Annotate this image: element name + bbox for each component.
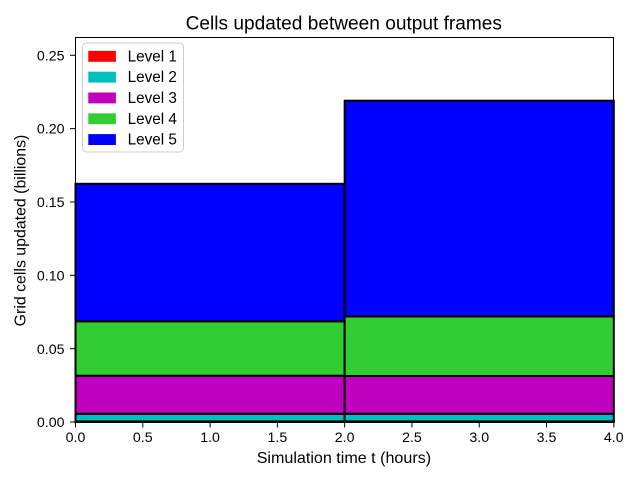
svg-text:Simulation time t (hours): Simulation time t (hours) xyxy=(257,449,431,467)
svg-text:2.0: 2.0 xyxy=(335,430,355,446)
svg-text:0.25: 0.25 xyxy=(37,48,65,64)
svg-text:4.0: 4.0 xyxy=(604,430,624,446)
svg-text:Level 1: Level 1 xyxy=(128,48,177,65)
svg-text:1.0: 1.0 xyxy=(200,430,220,446)
svg-text:Grid cells updated (billions): Grid cells updated (billions) xyxy=(13,135,30,327)
svg-text:2.5: 2.5 xyxy=(402,430,422,446)
svg-text:0.15: 0.15 xyxy=(37,195,65,211)
svg-text:3.0: 3.0 xyxy=(469,430,489,446)
svg-text:3.5: 3.5 xyxy=(537,430,557,446)
svg-text:0.10: 0.10 xyxy=(37,268,65,284)
svg-text:1.5: 1.5 xyxy=(267,430,287,446)
svg-text:Cells updated between output f: Cells updated between output frames xyxy=(186,13,502,34)
svg-text:0.05: 0.05 xyxy=(37,342,65,358)
svg-text:0.20: 0.20 xyxy=(37,122,65,138)
svg-text:0.0: 0.0 xyxy=(66,430,86,446)
svg-text:0.5: 0.5 xyxy=(133,430,153,446)
svg-text:0.00: 0.00 xyxy=(37,415,65,431)
svg-text:Level 3: Level 3 xyxy=(128,90,177,107)
svg-text:Level 2: Level 2 xyxy=(128,69,177,86)
svg-text:Level 5: Level 5 xyxy=(128,132,177,149)
svg-text:Level 4: Level 4 xyxy=(128,111,178,128)
